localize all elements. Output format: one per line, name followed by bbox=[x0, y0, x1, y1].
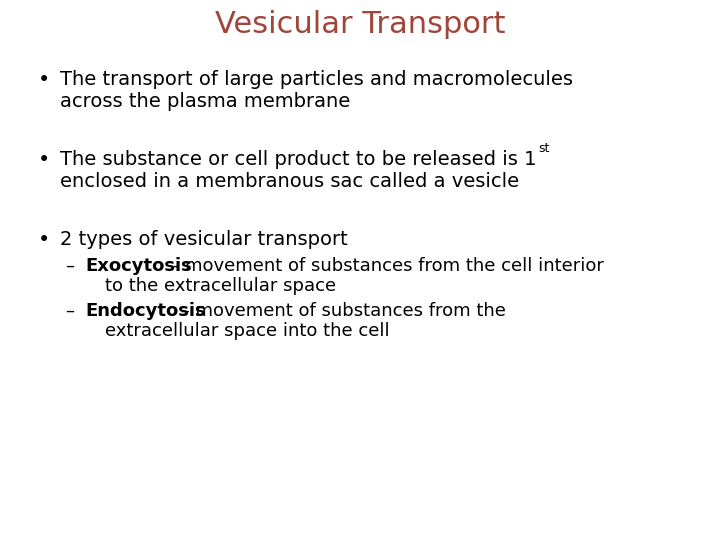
Text: •: • bbox=[38, 70, 50, 90]
Text: enclosed in a membranous sac called a vesicle: enclosed in a membranous sac called a ve… bbox=[60, 172, 519, 191]
Text: st: st bbox=[538, 142, 549, 155]
Text: The transport of large particles and macromolecules: The transport of large particles and mac… bbox=[60, 70, 573, 89]
Text: - movement of substances from the cell interior: - movement of substances from the cell i… bbox=[167, 257, 604, 275]
Text: –: – bbox=[65, 257, 74, 275]
Text: •: • bbox=[38, 230, 50, 250]
Text: to the extracellular space: to the extracellular space bbox=[105, 277, 336, 295]
Text: –: – bbox=[65, 302, 74, 320]
Text: Exocytosis: Exocytosis bbox=[85, 257, 192, 275]
Text: •: • bbox=[38, 150, 50, 170]
Text: – movement of substances from the: – movement of substances from the bbox=[175, 302, 506, 320]
Text: extracellular space into the cell: extracellular space into the cell bbox=[105, 322, 390, 340]
Text: The substance or cell product to be released is 1: The substance or cell product to be rele… bbox=[60, 150, 536, 169]
Text: Vesicular Transport: Vesicular Transport bbox=[215, 10, 505, 39]
Text: Endocytosis: Endocytosis bbox=[85, 302, 206, 320]
Text: across the plasma membrane: across the plasma membrane bbox=[60, 92, 350, 111]
Text: 2 types of vesicular transport: 2 types of vesicular transport bbox=[60, 230, 348, 249]
